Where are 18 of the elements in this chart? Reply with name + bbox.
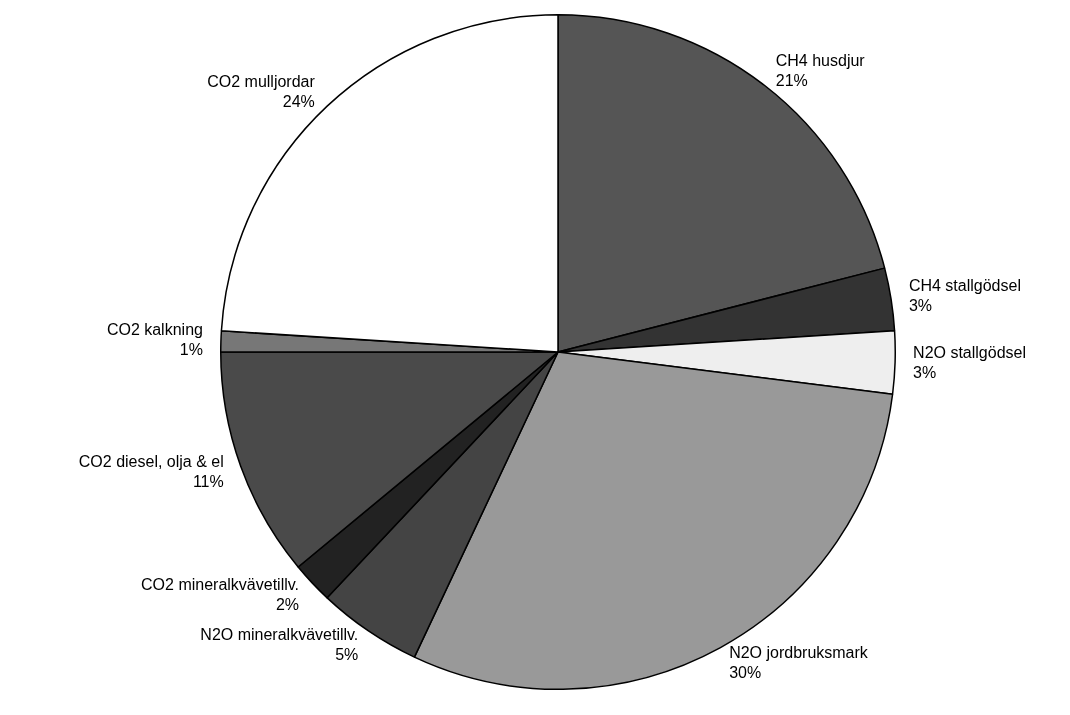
data-label: 1% [179, 341, 203, 359]
data-label: 2% [275, 595, 300, 613]
data-label: 11% [192, 472, 224, 490]
slice-label: N2O mineralkvävetillv. [200, 626, 359, 644]
data-label: 3% [908, 296, 932, 314]
slice-label: N2O stallgödsel [913, 343, 1027, 361]
slice-label: CO2 mulljordar [207, 73, 316, 91]
slice-label: N2O jordbruksmark [729, 643, 869, 661]
data-label: 21% [775, 71, 808, 89]
data-label: 5% [335, 646, 359, 664]
slice-label: CH4 husdjur [775, 51, 866, 69]
slice-label: CO2 mineralkvävetillv. [141, 575, 300, 593]
data-label: 24% [282, 93, 315, 111]
slice-label: CO2 kalkning [106, 321, 203, 339]
data-label: 30% [729, 663, 762, 681]
slice-label: CO2 diesel, olja & el [78, 452, 224, 470]
data-label: 3% [913, 363, 937, 381]
slice-label: CH4 stallgödsel [908, 276, 1021, 294]
